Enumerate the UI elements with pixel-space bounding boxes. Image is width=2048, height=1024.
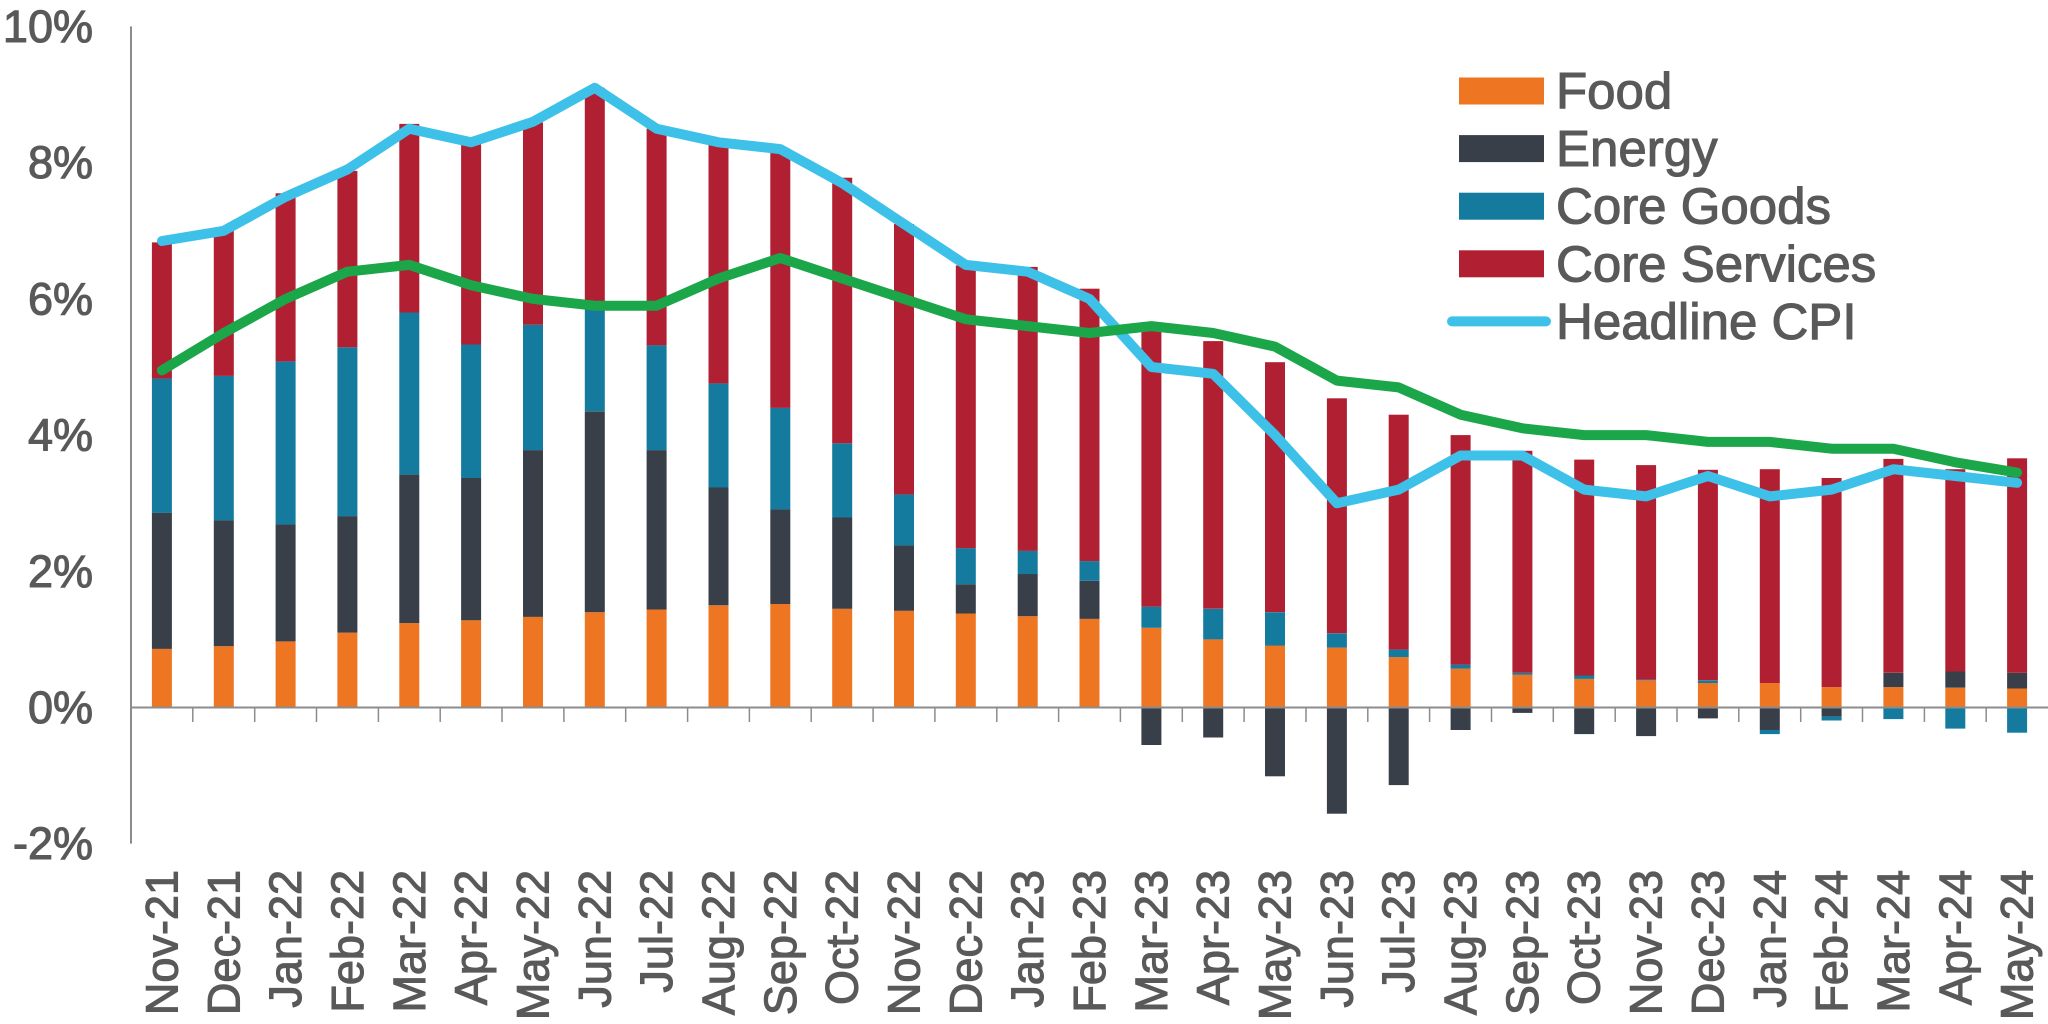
svg-text:Food: Food [1556,63,1672,120]
svg-text:Jan-23: Jan-23 [1002,870,1053,1008]
svg-text:4%: 4% [28,410,93,461]
svg-text:Jun-23: Jun-23 [1311,870,1362,1008]
svg-text:Headline CPI: Headline CPI [1556,293,1857,350]
svg-text:Energy: Energy [1556,120,1718,177]
svg-text:Dec-22: Dec-22 [940,870,991,1015]
svg-text:Feb-24: Feb-24 [1806,870,1857,1013]
svg-text:Oct-23: Oct-23 [1559,870,1610,1005]
svg-text:Apr-23: Apr-23 [1188,870,1239,1005]
svg-text:Oct-22: Oct-22 [817,870,868,1005]
svg-text:Apr-24: Apr-24 [1930,870,1981,1005]
svg-text:Nov-22: Nov-22 [879,870,930,1015]
svg-text:0%: 0% [28,682,93,733]
svg-text:Nov-23: Nov-23 [1621,870,1672,1015]
svg-text:Aug-22: Aug-22 [693,870,744,1015]
svg-text:Feb-22: Feb-22 [322,870,373,1013]
svg-text:Core Goods: Core Goods [1556,178,1831,235]
svg-text:Core Services: Core Services [1556,235,1876,292]
svg-text:Jul-22: Jul-22 [631,870,682,993]
svg-text:Jan-22: Jan-22 [260,870,311,1008]
svg-text:Nov-21: Nov-21 [136,870,187,1015]
svg-text:2%: 2% [28,546,93,597]
svg-text:Sep-23: Sep-23 [1497,870,1548,1015]
svg-text:Mar-24: Mar-24 [1868,870,1919,1013]
svg-text:Jul-23: Jul-23 [1373,870,1424,993]
svg-text:Dec-23: Dec-23 [1682,870,1733,1015]
svg-text:May-24: May-24 [1992,870,2043,1020]
svg-text:10%: 10% [3,1,93,52]
svg-text:Jun-22: Jun-22 [569,870,620,1008]
svg-text:8%: 8% [28,137,93,188]
svg-text:Dec-21: Dec-21 [198,870,249,1015]
svg-text:Sep-22: Sep-22 [755,870,806,1015]
svg-text:Mar-22: Mar-22 [384,870,435,1013]
svg-text:Mar-23: Mar-23 [1126,870,1177,1013]
svg-text:Feb-23: Feb-23 [1064,870,1115,1013]
svg-text:Aug-23: Aug-23 [1435,870,1486,1015]
svg-text:-2%: -2% [13,818,93,869]
svg-text:May-22: May-22 [508,870,559,1020]
svg-text:Apr-22: Apr-22 [446,870,497,1005]
svg-text:6%: 6% [28,273,93,324]
svg-text:Jan-24: Jan-24 [1744,870,1795,1008]
svg-text:May-23: May-23 [1250,870,1301,1020]
